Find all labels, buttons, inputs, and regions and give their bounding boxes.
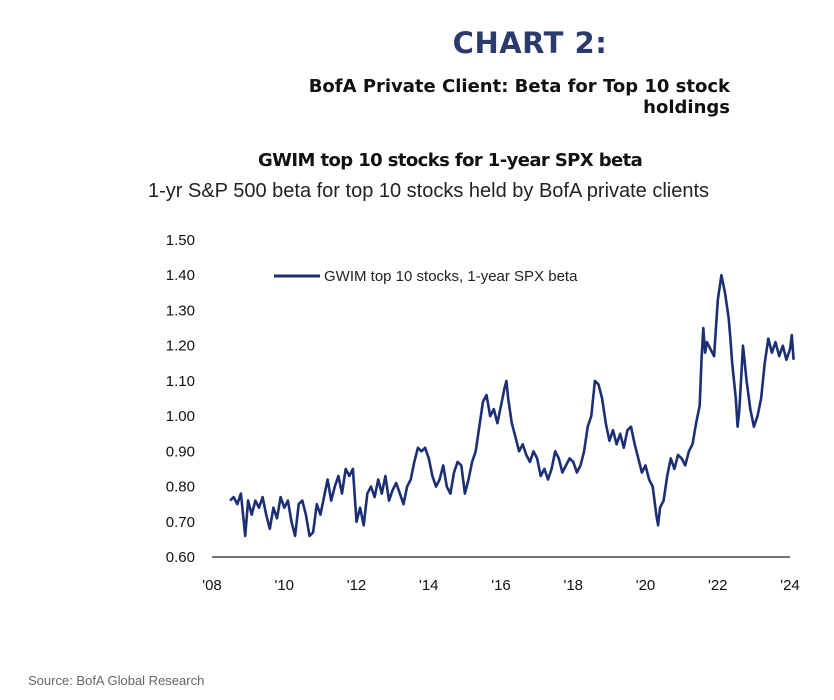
legend-label: GWIM top 10 stocks, 1-year SPX beta <box>324 268 578 285</box>
y-tick-label: 0.70 <box>166 514 195 531</box>
x-tick-label: '18 <box>563 577 583 594</box>
x-tick-label: '12 <box>347 577 367 594</box>
chart-subtitle: 1-yr S&P 500 beta for top 10 stocks held… <box>148 180 710 202</box>
x-axis-labels: '08 '10 '12 '14 '16 '18 '20 '22 '24 <box>202 577 800 594</box>
y-tick-label: 1.50 <box>166 232 195 249</box>
source-note: Source: BofA Global Research <box>28 673 205 688</box>
x-tick-label: '08 <box>202 577 222 594</box>
x-tick-label: '22 <box>708 577 728 594</box>
page-heading: CHART 2: <box>452 26 608 60</box>
y-tick-label: 1.10 <box>166 373 195 390</box>
y-tick-label: 0.80 <box>166 479 195 496</box>
y-tick-label: 0.90 <box>166 443 195 460</box>
y-tick-label: 1.30 <box>166 302 195 319</box>
line-chart: 0.60 0.70 0.80 0.90 1.00 1.10 1.20 1.30 1.40 1.50… <box>166 232 800 594</box>
y-tick-label: 0.60 <box>166 549 195 566</box>
x-tick-label: '14 <box>419 577 439 594</box>
x-tick-label: '10 <box>274 577 294 594</box>
series-line <box>229 273 795 538</box>
y-axis-labels: 0.60 0.70 0.80 0.90 1.00 1.10 1.20 1.30 1.40 1.50 <box>166 232 195 566</box>
chart-title: GWIM top 10 stocks for 1-year SPX beta <box>258 150 643 171</box>
y-tick-label: 1.40 <box>166 267 195 284</box>
x-tick-label: '24 <box>780 577 800 594</box>
x-tick-label: '20 <box>636 577 656 594</box>
page-subheading: BofA Private Client: Beta for Top 10 sto… <box>308 76 730 118</box>
x-tick-label: '16 <box>491 577 511 594</box>
y-tick-label: 1.20 <box>166 338 195 355</box>
y-tick-label: 1.00 <box>166 408 195 425</box>
